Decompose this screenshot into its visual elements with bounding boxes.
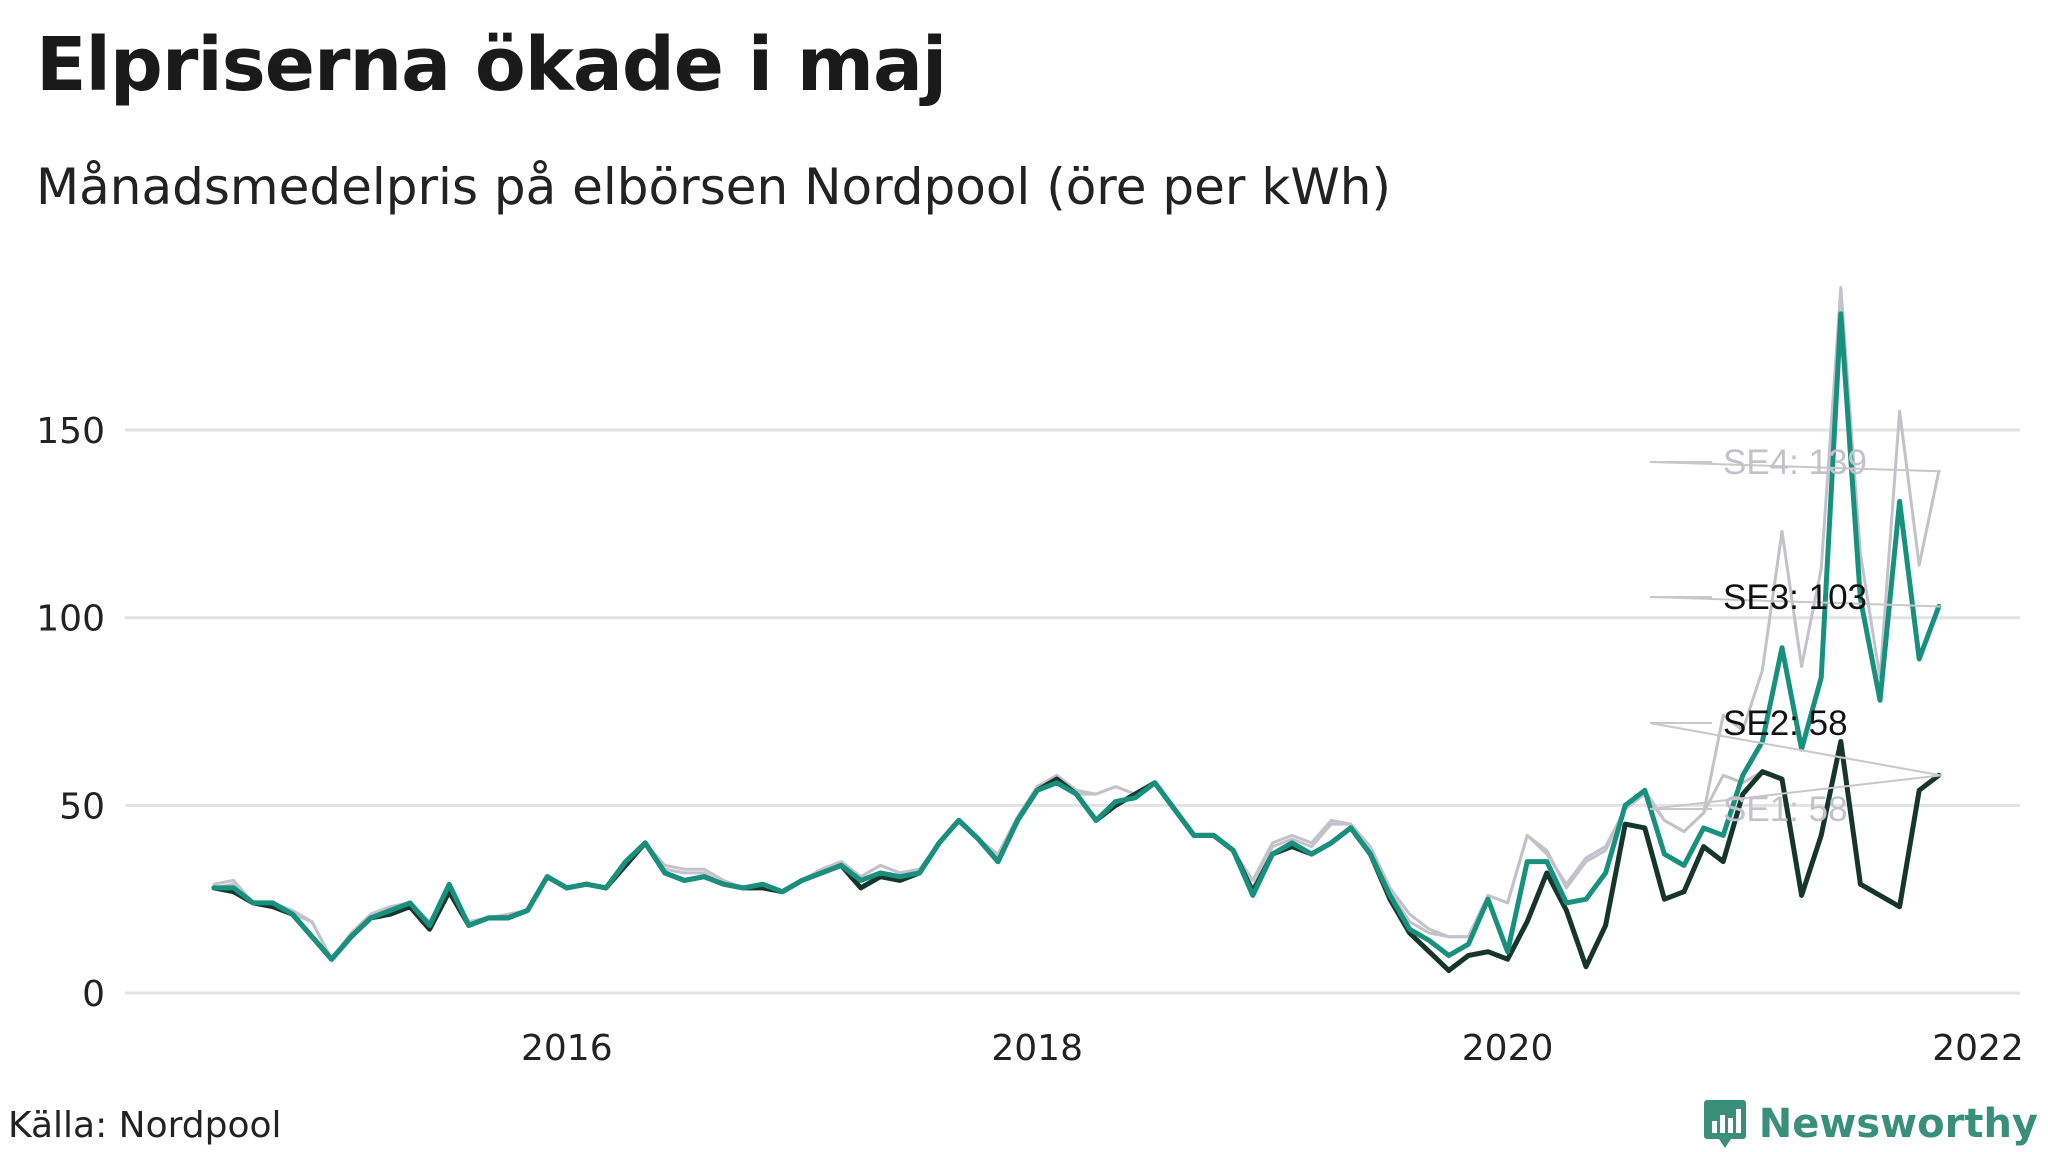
x-tick-label: 2018 xyxy=(991,1028,1083,1069)
series-line-se3 xyxy=(211,311,1942,962)
leader-line-se3 xyxy=(1649,596,1941,608)
series-label-se1: SE1: 58 xyxy=(1723,790,1848,829)
x-tick-label: 2016 xyxy=(521,1028,613,1069)
logo-text: Newsworthy xyxy=(1758,1101,2038,1147)
newsworthy-logo: Newsworthy xyxy=(1703,1098,2038,1150)
leader-line-se4 xyxy=(1649,461,1941,473)
y-tick-label: 50 xyxy=(59,786,105,827)
series-labels: SE1: 58 SE2: 58 SE3: 103 SE4: 139 xyxy=(1649,443,1941,829)
chart-title: Elpriserna ökade i maj xyxy=(36,22,947,108)
y-tick-label: 100 xyxy=(36,599,105,640)
x-tick-label: 2022 xyxy=(1932,1028,2024,1069)
series-line-se2 xyxy=(211,739,1942,973)
chart-subtitle: Månadsmedelpris på elbörsen Nordpool (ör… xyxy=(36,158,1391,216)
y-tick-label: 0 xyxy=(82,974,105,1015)
series-label-se2: SE2: 58 xyxy=(1723,704,1848,743)
series-label-se4: SE4: 139 xyxy=(1723,443,1867,482)
leader-line-se1 xyxy=(1649,774,1941,810)
leader-line-se2 xyxy=(1649,722,1941,777)
x-tick-label: 2020 xyxy=(1462,1028,1554,1069)
series-lines xyxy=(211,285,1942,973)
x-axis-ticks: 2016 2018 2020 2022 xyxy=(521,1028,2024,1069)
source-note: Källa: Nordpool xyxy=(8,1105,282,1146)
series-line-se4 xyxy=(212,285,1941,961)
series-label-se3: SE3: 103 xyxy=(1723,578,1867,617)
y-axis-ticks: 0 50 100 150 xyxy=(36,411,105,1015)
newsworthy-logo-icon xyxy=(1703,1100,1746,1148)
y-tick-label: 150 xyxy=(36,411,105,452)
